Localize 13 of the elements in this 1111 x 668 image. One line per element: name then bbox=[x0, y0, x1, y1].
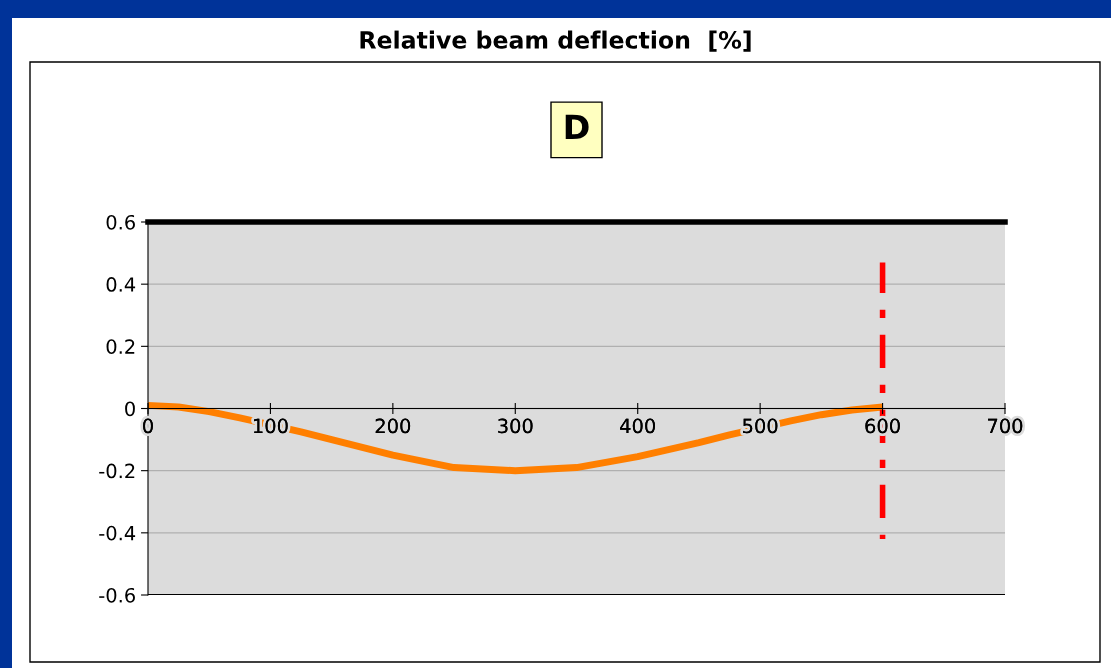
y-tick-label: -0.2 bbox=[99, 463, 135, 479]
y-tick-label: 0 bbox=[125, 401, 135, 417]
y-tick-label: 0.2 bbox=[106, 339, 135, 354]
x-tick-label: 300 bbox=[498, 418, 533, 434]
y-tick-label: -0.6 bbox=[99, 587, 135, 603]
y-tick-label: 0.6 bbox=[106, 214, 135, 230]
text: D bbox=[565, 114, 589, 140]
x-tick-label: 400 bbox=[620, 418, 655, 434]
x-tick-label: 200 bbox=[375, 418, 411, 434]
chart-title: Relative beam deflection [%] bbox=[360, 30, 751, 52]
y-tick-label: -0.4 bbox=[99, 525, 136, 541]
y-tick-label: 0.4 bbox=[106, 277, 136, 292]
x-tick-label: 700 bbox=[988, 418, 1023, 434]
